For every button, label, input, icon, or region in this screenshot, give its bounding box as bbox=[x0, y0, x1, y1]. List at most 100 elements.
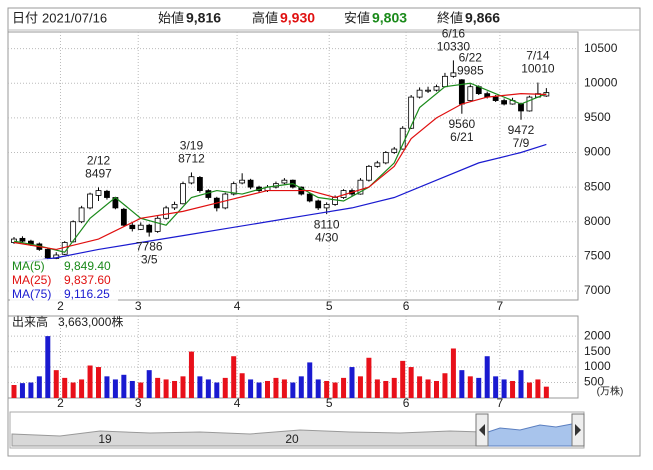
candle-body bbox=[365, 165, 372, 181]
header-label: 高値 bbox=[252, 10, 278, 25]
annotation-value: 8497 bbox=[85, 167, 112, 181]
navigator-label: 20 bbox=[285, 432, 299, 446]
ma-line bbox=[13, 143, 547, 264]
volume-bar bbox=[526, 382, 532, 398]
volume-bar bbox=[197, 376, 203, 398]
candle-body bbox=[433, 86, 440, 91]
volume-bar bbox=[112, 379, 118, 398]
volume-title: 出来高 bbox=[12, 314, 48, 329]
candle-body bbox=[120, 208, 127, 226]
annotation-value: 9560 bbox=[448, 117, 475, 131]
y-tick-label: 7000 bbox=[584, 283, 611, 297]
candle-body bbox=[306, 193, 313, 202]
volume-bar bbox=[214, 382, 220, 398]
candle-body bbox=[129, 224, 136, 230]
candle-body bbox=[247, 179, 254, 188]
x-tick-label: 2 bbox=[57, 396, 64, 410]
legend-label: MA(5) bbox=[12, 259, 45, 273]
x-tick-label: 2 bbox=[57, 299, 64, 313]
handle-arrow bbox=[575, 424, 581, 436]
candle-body bbox=[526, 96, 533, 112]
candle-body bbox=[205, 190, 212, 198]
header-value: 9,930 bbox=[280, 10, 315, 26]
annotation-value: 8712 bbox=[178, 152, 205, 166]
y-tick-label: 2000 bbox=[584, 328, 611, 342]
volume-bar bbox=[476, 377, 482, 398]
x-tick-label: 4 bbox=[234, 299, 241, 313]
volume-bar bbox=[222, 377, 228, 398]
candle-body bbox=[239, 179, 246, 184]
candle-body bbox=[180, 183, 186, 205]
annotation-date: 3/19 bbox=[180, 139, 204, 153]
header-label: 始値 bbox=[158, 10, 184, 25]
x-tick-label: 5 bbox=[326, 396, 333, 410]
volume-bar bbox=[45, 336, 51, 398]
candle-body bbox=[458, 79, 465, 105]
volume-bar bbox=[366, 357, 372, 398]
volume-bar bbox=[146, 370, 152, 398]
header-value: 9,866 bbox=[465, 10, 500, 26]
ma-line bbox=[13, 93, 547, 251]
volume-bar bbox=[11, 385, 17, 398]
volume-bar bbox=[62, 377, 68, 398]
annotation-value: 9472 bbox=[508, 123, 535, 137]
header-value: 9,816 bbox=[186, 10, 221, 26]
x-tick-label: 7 bbox=[497, 396, 504, 410]
legend-label: MA(25) bbox=[12, 273, 51, 287]
volume-bar bbox=[484, 356, 490, 398]
annotation-value: 7786 bbox=[136, 240, 163, 254]
candle-body bbox=[323, 204, 330, 209]
volume-bar bbox=[70, 382, 76, 398]
candle-body bbox=[281, 179, 288, 184]
x-tick-label: 3 bbox=[135, 396, 142, 410]
candle-body bbox=[442, 75, 448, 88]
candle-body bbox=[382, 152, 389, 164]
volume-bar bbox=[248, 379, 254, 398]
candle-body bbox=[78, 207, 85, 223]
candle-body bbox=[188, 176, 195, 184]
candle-body bbox=[492, 96, 499, 101]
y-tick-label: 500 bbox=[584, 375, 604, 389]
y-tick-label: 10500 bbox=[584, 41, 618, 55]
legend-value: 9,837.60 bbox=[64, 273, 111, 287]
volume-bar bbox=[493, 376, 499, 398]
y-tick-label: 1500 bbox=[584, 344, 611, 358]
volume-bar bbox=[357, 376, 363, 398]
x-tick-label: 3 bbox=[135, 299, 142, 313]
volume-bar bbox=[281, 379, 287, 398]
volume-bar bbox=[28, 382, 34, 398]
volume-bar bbox=[79, 379, 85, 398]
volume-bar bbox=[535, 379, 541, 398]
candle-body bbox=[518, 103, 524, 112]
volume-bar bbox=[172, 380, 178, 398]
handle-arrow bbox=[479, 424, 485, 436]
candle-body bbox=[230, 183, 237, 195]
candle-body bbox=[357, 179, 364, 195]
candle-body bbox=[391, 148, 398, 153]
volume-bar bbox=[417, 376, 423, 398]
candle-body bbox=[19, 237, 26, 242]
candle-body bbox=[408, 96, 415, 129]
header-value: 2021/07/16 bbox=[42, 10, 107, 25]
volume-bar bbox=[307, 362, 313, 398]
y-tick-label: 9500 bbox=[584, 110, 611, 124]
volume-bar bbox=[425, 379, 431, 398]
header-label: 日付 bbox=[12, 10, 38, 25]
annotation-value: 10010 bbox=[521, 62, 555, 76]
annotation-date: 6/22 bbox=[459, 50, 483, 64]
volume-bar bbox=[374, 379, 380, 398]
volume-bar bbox=[408, 367, 414, 398]
x-tick-label: 4 bbox=[234, 396, 241, 410]
volume-bar bbox=[163, 379, 169, 398]
volume-bar bbox=[383, 380, 389, 398]
y-tick-label: 10000 bbox=[584, 75, 618, 89]
volume-bar bbox=[324, 380, 330, 398]
candle-body bbox=[171, 204, 178, 209]
volume-bar bbox=[349, 367, 355, 398]
volume-bar bbox=[53, 370, 59, 398]
volume-bar bbox=[188, 351, 194, 398]
candle-body bbox=[87, 193, 93, 209]
annotation-date: 6/21 bbox=[450, 130, 474, 144]
volume-bar bbox=[36, 376, 42, 398]
